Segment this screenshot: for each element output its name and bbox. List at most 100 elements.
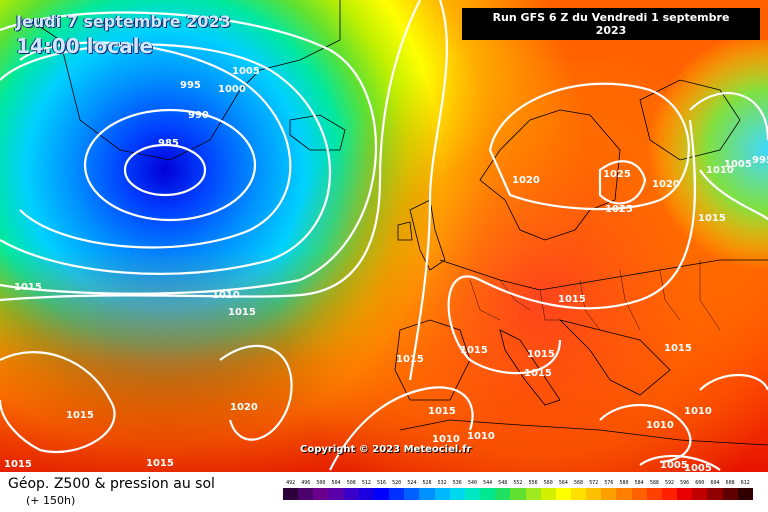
isobar-label: 1025 xyxy=(605,204,633,215)
scale-swatch xyxy=(389,488,405,500)
coastlines xyxy=(29,0,768,446)
scale-label: 564 xyxy=(558,480,568,486)
isobar-label: 1005 xyxy=(232,66,260,77)
scale-swatch xyxy=(358,488,374,500)
isobars xyxy=(0,0,768,470)
scale-swatch xyxy=(283,488,299,500)
scale-label: 540 xyxy=(467,480,477,486)
scale-swatch xyxy=(570,488,587,500)
scale-label: 608 xyxy=(725,480,735,486)
isobar-label: 1015 xyxy=(4,459,32,470)
scale-label: 528 xyxy=(422,480,432,486)
scale-label: 508 xyxy=(346,480,356,486)
isobar-label: 1010 xyxy=(212,290,240,301)
scale-swatch xyxy=(555,488,571,500)
scale-label: 596 xyxy=(680,480,690,486)
isobar-label: 1015 xyxy=(558,294,586,305)
scale-swatch xyxy=(646,488,662,500)
scale-swatch xyxy=(464,488,481,500)
isobar-label: 1005 xyxy=(660,460,688,471)
scale-label: 568 xyxy=(574,480,584,486)
scale-swatch xyxy=(692,488,708,500)
scale-swatch xyxy=(661,488,678,500)
isobar-label: 1015 xyxy=(14,282,42,293)
scale-swatch xyxy=(328,488,344,500)
scale-label: 532 xyxy=(437,480,447,486)
scale-swatch xyxy=(722,488,738,500)
run-info-banner: Run GFS 6 Z du Vendredi 1 septembre 2023 xyxy=(462,8,760,40)
scale-label: 580 xyxy=(619,480,629,486)
scale-swatch xyxy=(601,488,617,500)
scale-label: 584 xyxy=(634,480,644,486)
country-borders xyxy=(469,260,721,331)
isobar-label: 1015 xyxy=(698,213,726,224)
copyright-notice: Copyright © 2023 Meteociel.fr xyxy=(300,444,472,455)
legend-footer: Géop. Z500 & pression au sol (+ 150h) 49… xyxy=(0,472,768,512)
scale-label: 544 xyxy=(483,480,493,486)
forecast-date: Jeudi 7 septembre 2023 xyxy=(16,12,231,31)
scale-label: 576 xyxy=(604,480,614,486)
isobar-label: 1015 xyxy=(524,368,552,379)
isobar-label: 1015 xyxy=(228,307,256,318)
scale-swatch xyxy=(631,488,647,500)
isobar-label: 995 xyxy=(180,80,201,91)
scale-swatch xyxy=(616,488,632,500)
color-scale-labels: 492 496 500 504 508 512 516 520 524 528 532 536 540 5… xyxy=(283,480,753,486)
scale-swatch xyxy=(343,488,359,500)
scale-label: 536 xyxy=(452,480,462,486)
isobar-label: 1015 xyxy=(527,349,555,360)
scale-swatch xyxy=(525,488,541,500)
isobar-label: 1010 xyxy=(706,165,734,176)
scale-swatch xyxy=(404,488,420,500)
isobar-label: 990 xyxy=(188,110,209,121)
isobar-label: 1015 xyxy=(428,406,456,417)
isobar-label: 1015 xyxy=(664,343,692,354)
scale-swatch xyxy=(495,488,511,500)
isobar-labels: 1005 1000 995 990 985 1020 1025 1025 102… xyxy=(4,66,768,472)
isobar-label: 1025 xyxy=(603,169,631,180)
legend-title: Géop. Z500 & pression au sol xyxy=(8,476,215,492)
isobar-label: 1015 xyxy=(396,354,424,365)
isobar-label: 1010 xyxy=(646,420,674,431)
weather-map: 1005 1000 995 990 985 1020 1025 1025 102… xyxy=(0,0,768,472)
scale-label: 504 xyxy=(331,480,341,486)
scale-swatch xyxy=(449,488,465,500)
legend-subtitle: (+ 150h) xyxy=(26,494,76,507)
isobar-label: 1015 xyxy=(146,458,174,469)
isobar-label: 1020 xyxy=(652,179,680,190)
scale-swatch xyxy=(707,488,723,500)
scale-swatch xyxy=(434,488,450,500)
isobar-label: 1015 xyxy=(460,345,488,356)
scale-label: 604 xyxy=(710,480,720,486)
isobar-label: 1005 xyxy=(684,463,712,472)
isobar-label: 1010 xyxy=(467,431,495,442)
isobar-label: 1010 xyxy=(432,434,460,445)
scale-swatch xyxy=(737,488,753,500)
scale-swatch xyxy=(510,488,526,500)
forecast-time: 14:00 locale xyxy=(16,34,153,58)
color-scale-swatches xyxy=(283,488,753,500)
scale-swatch xyxy=(419,488,435,500)
scale-label: 512 xyxy=(361,480,371,486)
color-scale: 492 496 500 504 508 512 516 520 524 528 532 536 540 5… xyxy=(283,480,753,500)
scale-label: 492 xyxy=(286,480,296,486)
isobar-label: 1010 xyxy=(684,406,712,417)
isobar-label: 985 xyxy=(158,138,179,149)
scale-label: 588 xyxy=(649,480,659,486)
scale-swatch xyxy=(540,488,556,500)
scale-swatch xyxy=(480,488,496,500)
scale-label: 524 xyxy=(407,480,417,486)
scale-label: 500 xyxy=(316,480,326,486)
scale-swatch xyxy=(313,488,329,500)
scale-label: 556 xyxy=(528,480,538,486)
scale-label: 520 xyxy=(392,480,402,486)
scale-label: 612 xyxy=(740,480,750,486)
isobar-label: 1020 xyxy=(512,175,540,186)
scale-label: 592 xyxy=(664,480,674,486)
isobar-label: 995 xyxy=(752,155,768,166)
scale-label: 572 xyxy=(589,480,599,486)
scale-label: 496 xyxy=(301,480,311,486)
isobar-label: 1015 xyxy=(66,410,94,421)
isobar-label: 1020 xyxy=(230,402,258,413)
scale-label: 548 xyxy=(498,480,508,486)
